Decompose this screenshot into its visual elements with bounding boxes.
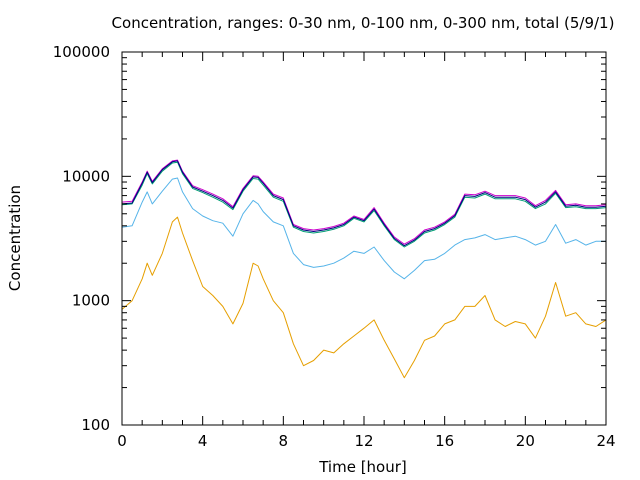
x-tick-label: 16 — [435, 432, 454, 450]
x-tick-label: 24 — [596, 432, 615, 450]
chart-title: Concentration, ranges: 0-30 nm, 0-100 nm… — [112, 14, 615, 32]
series-line-1 — [121, 216, 607, 379]
series-line-5 — [121, 160, 607, 247]
series-line-4 — [121, 159, 607, 245]
series-line-2 — [121, 177, 606, 280]
series-layer — [121, 159, 607, 379]
x-tick-label: 8 — [279, 432, 289, 450]
x-tick-label: 4 — [198, 432, 208, 450]
y-tick-label: 100000 — [53, 43, 110, 61]
x-tick-label: 12 — [354, 432, 373, 450]
y-axis-label: Concentration — [6, 185, 24, 291]
x-axis-label: Time [hour] — [318, 458, 407, 476]
y-tick-label: 10000 — [62, 167, 110, 185]
y-tick-label: 1000 — [72, 292, 110, 310]
y-tick-label: 100 — [81, 416, 110, 434]
plot-frame — [121, 51, 607, 426]
series-line-3 — [121, 161, 607, 248]
ticks-layer: 0 4 8 12 16 20 24 100 1000 10000 100000 — [53, 43, 616, 450]
x-tick-label: 0 — [117, 432, 127, 450]
x-tick-label: 20 — [516, 432, 535, 450]
